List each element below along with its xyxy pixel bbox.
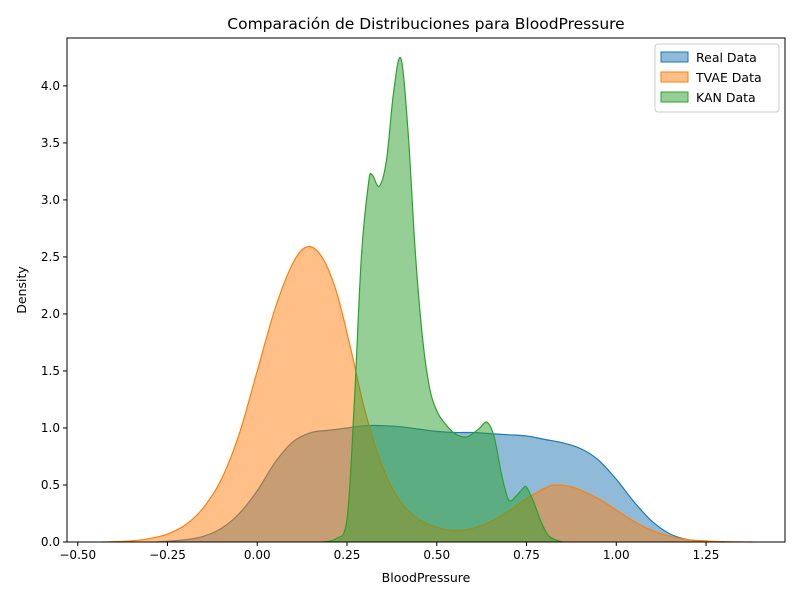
legend: Real Data TVAE Data KAN Data bbox=[654, 43, 780, 113]
series-line-2 bbox=[321, 56, 563, 543]
y-tick-label: 1.5 bbox=[41, 364, 60, 378]
y-tick-label: 2.5 bbox=[41, 250, 60, 264]
y-tick-label: 0.5 bbox=[41, 478, 60, 492]
legend-swatch-2 bbox=[660, 91, 689, 103]
x-tick-label: 0.25 bbox=[334, 548, 361, 562]
legend-swatch-0 bbox=[660, 51, 689, 63]
x-tick-label: 1.25 bbox=[693, 548, 720, 562]
x-tick-label: 0.75 bbox=[513, 548, 540, 562]
legend-label-0: Real Data bbox=[696, 50, 757, 65]
x-tick-label: −0.50 bbox=[59, 548, 96, 562]
x-tick-label: −0.25 bbox=[149, 548, 186, 562]
legend-swatch-1 bbox=[660, 71, 689, 83]
y-tick-label: 3.0 bbox=[41, 193, 60, 207]
x-axis-label: BloodPressure bbox=[382, 570, 471, 585]
chart-title: Comparación de Distribuciones para Blood… bbox=[227, 15, 624, 33]
y-tick-label: 0.0 bbox=[41, 535, 60, 549]
series-area-1 bbox=[102, 246, 753, 542]
y-tick-label: 3.5 bbox=[41, 136, 60, 150]
x-tick-label: 0.00 bbox=[244, 548, 271, 562]
y-axis: 0.0 0.5 1.0 1.5 2.0 2.5 3.0 3.5 4.0 bbox=[41, 79, 67, 549]
legend-label-2: KAN Data bbox=[696, 90, 756, 105]
series-area-2 bbox=[321, 57, 563, 542]
series-layer bbox=[102, 56, 753, 543]
x-tick-label: 1.00 bbox=[603, 548, 630, 562]
x-axis: −0.50 −0.25 0.00 0.25 0.50 0.75 1.00 1.25 bbox=[59, 542, 719, 562]
y-axis-label: Density bbox=[14, 266, 29, 314]
legend-label-1: TVAE Data bbox=[695, 70, 762, 85]
y-tick-label: 1.0 bbox=[41, 421, 60, 435]
y-tick-label: 4.0 bbox=[41, 79, 60, 93]
y-tick-label: 2.0 bbox=[41, 307, 60, 321]
plot-frame bbox=[66, 37, 786, 543]
x-tick-label: 0.50 bbox=[423, 548, 450, 562]
